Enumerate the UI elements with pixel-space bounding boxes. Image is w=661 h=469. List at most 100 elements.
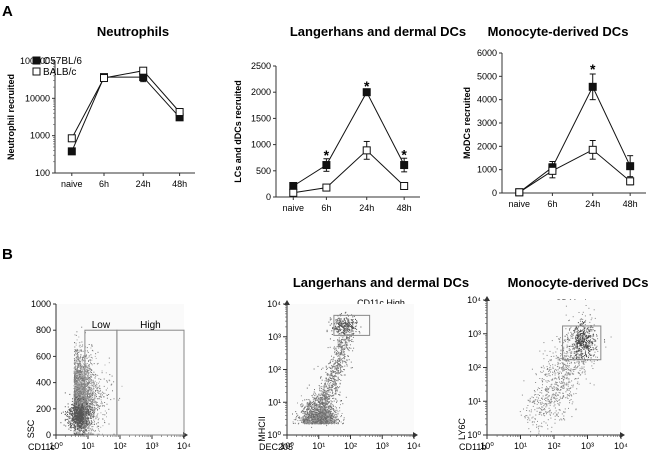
data-point [588, 145, 597, 154]
x-tick-label: 10⁰ [480, 441, 494, 451]
x-tick-label: 24h [136, 179, 151, 189]
y-axis-label: LCs and dDCs recruited [233, 80, 243, 183]
series-line-c57bl-6 [293, 91, 405, 187]
plot-area [287, 304, 414, 435]
x-tick-label: 24h [359, 203, 374, 213]
legend-label: C57BL/6 [43, 56, 82, 67]
data-point [322, 183, 331, 192]
x-tick-label: 10⁴ [177, 441, 191, 451]
y-tick-label: 10² [268, 365, 281, 375]
y-tick-label: 3000 [477, 118, 497, 128]
data-point [515, 188, 524, 197]
series-line-c57bl-6 [71, 76, 180, 152]
x-axis-label: CD11c [28, 442, 55, 452]
data-point [100, 74, 108, 83]
data-point [362, 88, 371, 97]
x-tick-label: 48h [397, 203, 412, 213]
y-tick-label: 0 [492, 188, 497, 198]
y-tick-label: 600 [36, 351, 51, 361]
data-point [626, 162, 635, 171]
x-tick-label: 10² [344, 441, 357, 451]
gate-high [116, 329, 185, 436]
y-tick-label: 200 [36, 404, 51, 414]
data-point [548, 166, 557, 175]
x-tick-label: 10³ [376, 441, 389, 451]
x-tick-label: 48h [623, 199, 638, 209]
series-line-balb-c [71, 70, 180, 139]
x-tick-label: 10⁴ [407, 441, 421, 451]
event-dots [519, 305, 612, 436]
x-tick-label: 10⁴ [614, 441, 628, 451]
y-tick-label: 10¹ [468, 396, 481, 406]
x-tick-label: 6h [321, 203, 331, 213]
x-tick-label: 10³ [581, 441, 594, 451]
legend-marker [32, 67, 41, 76]
line-chart-monocyte-derived-dcs: Monocyte-derived DCs 0 1000 2000 3000 4000 500… [462, 24, 646, 209]
y-tick-label: 10000 [25, 93, 50, 103]
data-point [289, 181, 298, 190]
y-tick-label: 2500 [251, 61, 271, 71]
x-tick-label: 10⁰ [280, 441, 294, 451]
x-tick-label: 10¹ [81, 441, 94, 451]
gate-label: Low [92, 320, 111, 331]
legend-marker [32, 56, 41, 65]
y-tick-label: 10⁰ [267, 430, 281, 440]
data-point [67, 134, 76, 143]
x-tick-label: naive [509, 199, 531, 209]
x-tick-label: naive [283, 203, 305, 213]
chart-title: Neutrophils [97, 24, 169, 39]
y-axis-label: Neutrophil recruited [6, 74, 16, 160]
gate-box [333, 314, 371, 336]
y-tick-label: 1500 [251, 113, 271, 123]
y-tick-label: 100 [35, 168, 50, 178]
x-tick-label: naive [61, 179, 83, 189]
x-tick-label: 24h [585, 199, 600, 209]
y-tick-label: 2000 [251, 87, 271, 97]
data-point [139, 66, 148, 75]
plot-area [487, 300, 621, 435]
y-tick-label: 10¹ [268, 397, 281, 407]
x-tick-label: 6h [547, 199, 557, 209]
significance-star: * [590, 61, 596, 77]
data-point [322, 161, 331, 170]
data-point [588, 82, 597, 91]
series-line-c57bl-6 [518, 85, 631, 193]
y-tick-label: 1000 [31, 299, 51, 309]
y-tick-label: 10⁰ [467, 430, 481, 440]
y-tick-label: 0 [266, 192, 271, 202]
series-line-balb-c [293, 149, 405, 194]
x-tick-label: 10¹ [312, 441, 325, 451]
y-tick-label: 10³ [268, 332, 281, 342]
x-axis-label: CD11b [459, 442, 486, 452]
data-point [400, 161, 409, 170]
x-tick-label: 10⁰ [49, 441, 63, 451]
y-tick-label: 400 [36, 378, 51, 388]
legend-label: BALB/c [43, 67, 76, 78]
data-point [362, 146, 371, 155]
y-tick-label: 10³ [468, 329, 481, 339]
x-tick-label: 48h [172, 179, 187, 189]
flow-title: Langerhans and dermal DCs [293, 275, 469, 290]
significance-star: * [401, 147, 407, 163]
x-tick-label: 10¹ [514, 441, 527, 451]
data-point [175, 108, 184, 117]
chart-title: Langerhans and dermal DCs [290, 24, 466, 39]
y-tick-label: 10⁴ [267, 299, 281, 309]
panel-label-b: B [2, 246, 13, 263]
data-point [626, 177, 635, 186]
y-tick-label: 2000 [477, 141, 497, 151]
y-tick-label: 5000 [477, 71, 497, 81]
line-chart-langerhans-dermal-dcs: Langerhans and dermal DCs 0 500 1000 1500 200… [233, 24, 466, 213]
y-tick-label: 4000 [477, 95, 497, 105]
y-tick-label: 0 [46, 430, 51, 440]
y-axis-label: SSC [26, 419, 36, 438]
event-dots [60, 326, 123, 435]
y-tick-label: 1000 [251, 140, 271, 150]
line-chart-neutrophils: Neutrophils100100010000100000naive6h24h4… [6, 24, 195, 189]
chart-title: Monocyte-derived DCs [488, 24, 629, 39]
data-point [289, 188, 298, 197]
significance-star: * [324, 147, 330, 163]
